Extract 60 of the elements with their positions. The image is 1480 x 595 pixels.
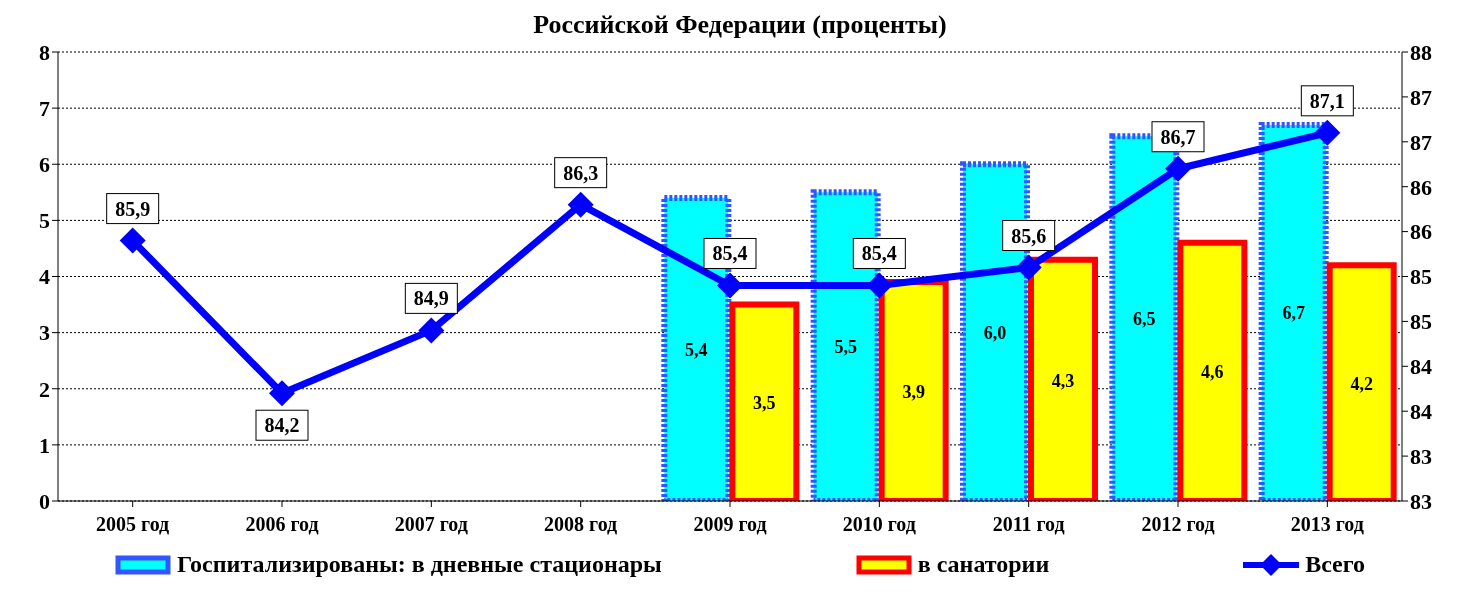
data-label: 87,1 bbox=[1309, 89, 1345, 112]
legend-label: Госпитализированы: в дневные стационары bbox=[176, 551, 662, 578]
data-label: 85,6 bbox=[1011, 224, 1047, 247]
y-tick-label: 0 bbox=[39, 488, 50, 514]
x-tick-label: 2007 год bbox=[394, 513, 468, 536]
data-label: 4,6 bbox=[1201, 362, 1224, 383]
data-label: 84,2 bbox=[264, 414, 300, 437]
x-tick-label: 2011 год bbox=[992, 513, 1065, 536]
point bbox=[418, 317, 445, 344]
point bbox=[1165, 155, 1191, 182]
legend-label: Всего bbox=[1305, 551, 1366, 578]
y-tick-label: 6 bbox=[39, 152, 50, 178]
y-tick-label: 1 bbox=[39, 432, 50, 458]
y2-tick-label: 83 bbox=[1410, 443, 1432, 469]
legend-label: в санатории bbox=[917, 551, 1050, 578]
point bbox=[1015, 254, 1042, 281]
x-tick-label: 2006 год bbox=[245, 513, 319, 536]
data-label: 84,9 bbox=[413, 287, 449, 310]
y2-tick-label: 86 bbox=[1410, 174, 1432, 200]
x-tick-label: 2008 год bbox=[544, 513, 618, 536]
x-tick-label: 2013 год bbox=[1290, 513, 1364, 536]
x-tick-label: 2009 год bbox=[693, 513, 767, 536]
y2-tick-label: 84 bbox=[1410, 354, 1432, 380]
data-label: 6,5 bbox=[1133, 308, 1156, 329]
data-label: 6,0 bbox=[983, 323, 1007, 344]
y2-tick-label: 85 bbox=[1410, 264, 1432, 290]
y-tick-label: 2 bbox=[39, 376, 50, 402]
data-label: 4,2 bbox=[1350, 373, 1373, 394]
x-tick-label: 2005 год bbox=[96, 513, 170, 536]
y-tick-label: 7 bbox=[39, 95, 50, 121]
y2-tick-label: 87 bbox=[1410, 129, 1432, 155]
chart-title: Российской Федерации (проценты) bbox=[533, 10, 947, 39]
data-label: 86,3 bbox=[563, 161, 599, 184]
y2-tick-label: 85 bbox=[1410, 309, 1432, 335]
data-label: 6,7 bbox=[1282, 303, 1305, 324]
y2-tick-label: 84 bbox=[1410, 399, 1432, 425]
point bbox=[269, 380, 295, 407]
point bbox=[717, 272, 743, 299]
data-label: 86,7 bbox=[1160, 125, 1196, 148]
point bbox=[567, 191, 594, 218]
data-label: 85,9 bbox=[115, 197, 151, 220]
data-label: 3,5 bbox=[753, 393, 776, 414]
y-tick-label: 5 bbox=[39, 208, 50, 234]
y-tick-label: 8 bbox=[39, 39, 50, 65]
data-label: 5,4 bbox=[685, 339, 708, 360]
data-label: 5,5 bbox=[834, 337, 857, 358]
data-label: 4,3 bbox=[1051, 370, 1075, 391]
point bbox=[1314, 119, 1341, 146]
y2-tick-label: 86 bbox=[1410, 219, 1432, 245]
y2-tick-label: 87 bbox=[1410, 84, 1432, 110]
y2-tick-label: 88 bbox=[1410, 39, 1432, 65]
data-label: 85,4 bbox=[861, 242, 897, 265]
point bbox=[119, 227, 146, 254]
data-label: 3,9 bbox=[902, 381, 925, 402]
data-label: 85,4 bbox=[712, 242, 748, 265]
x-tick-label: 2010 год bbox=[842, 513, 916, 536]
y-tick-label: 3 bbox=[39, 320, 50, 346]
y-tick-label: 4 bbox=[39, 264, 50, 290]
y2-tick-label: 83 bbox=[1410, 488, 1432, 514]
x-tick-label: 2012 год bbox=[1141, 513, 1215, 536]
